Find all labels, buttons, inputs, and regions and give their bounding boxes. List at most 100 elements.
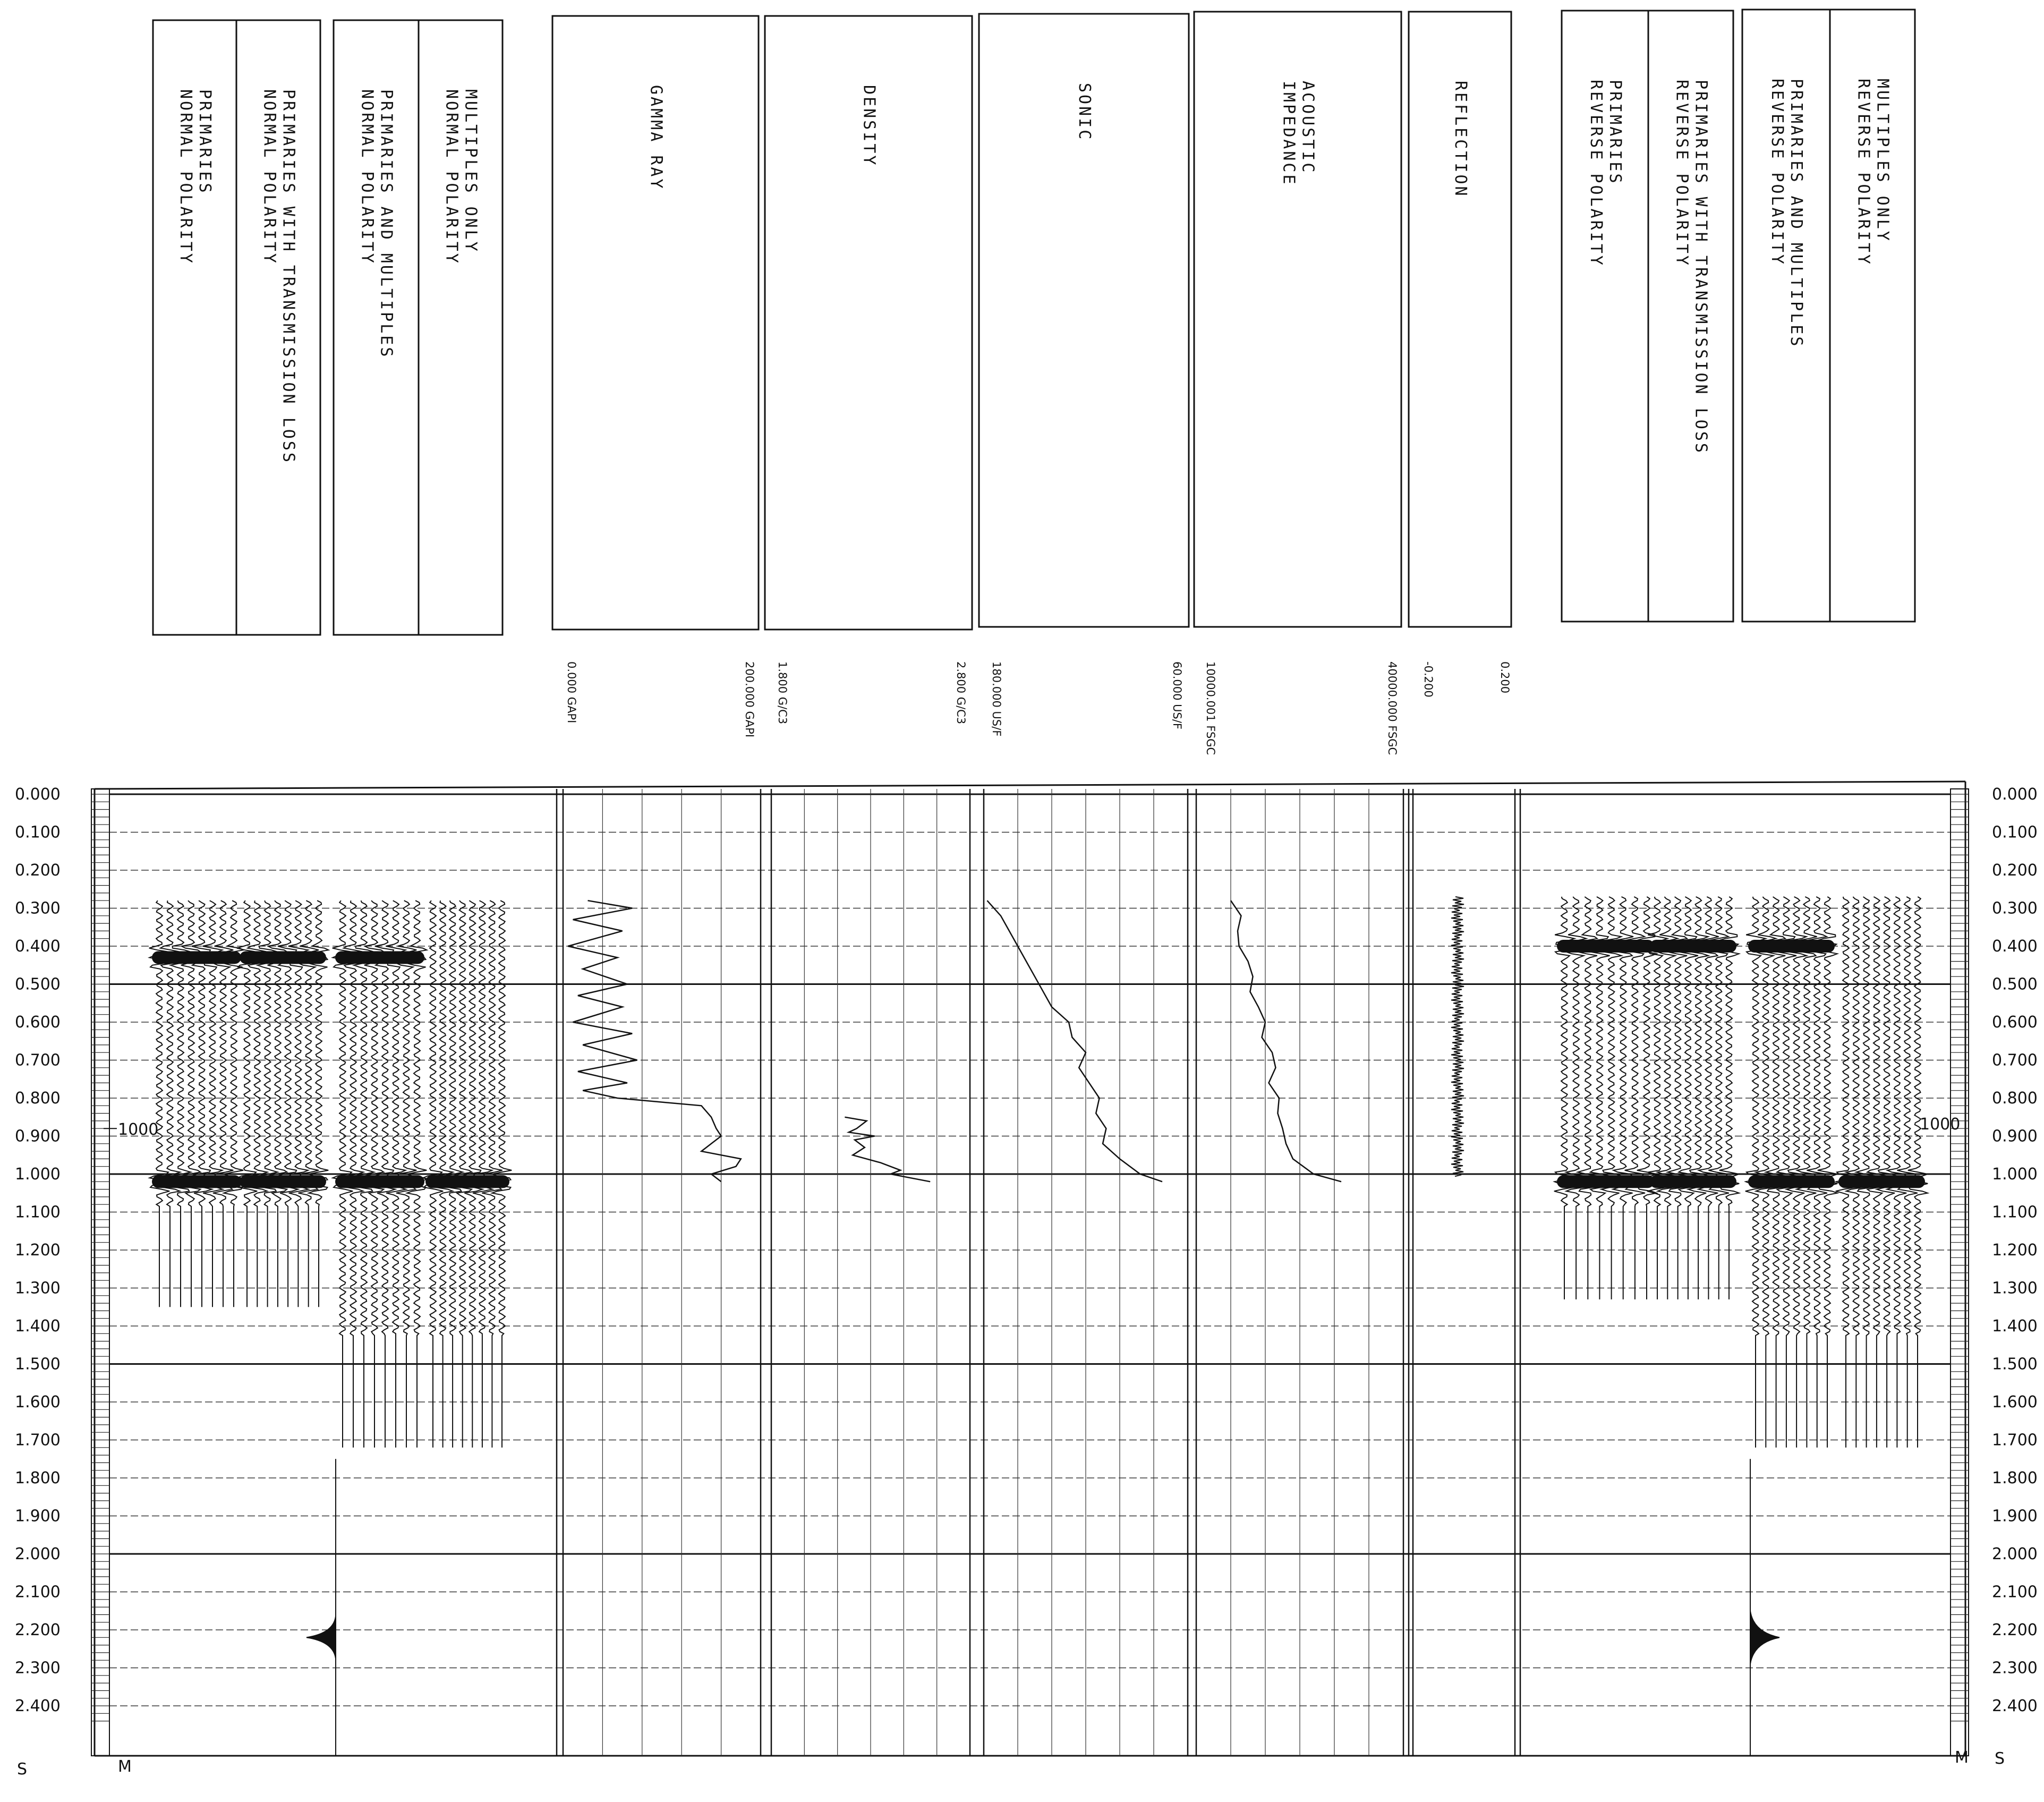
- time-tick-left: 0.800: [15, 1089, 61, 1108]
- plot-grid: [91, 789, 1969, 1756]
- trace-wiggle: [460, 900, 485, 1448]
- trace-strong-event: [425, 1175, 509, 1188]
- time-tick-left: 1.000: [15, 1165, 61, 1184]
- header-box: [1647, 10, 1734, 623]
- trace-strong-event: [335, 1175, 424, 1188]
- scale-gamma_ray-max: 200.000 GAPI: [743, 661, 756, 737]
- trace-panel-8: [1834, 896, 1930, 1448]
- trace-wiggle: [1784, 896, 1809, 1448]
- header-label-line: PRIMARIES WITH TRANSMISSION LOSS: [1692, 80, 1710, 455]
- header-box: [978, 13, 1190, 628]
- trace-wiggle: [235, 900, 259, 1307]
- time-tick-right: 2.200: [1992, 1621, 2038, 1639]
- wavelet-shape: [306, 1616, 336, 1659]
- time-tick-left: 2.400: [15, 1697, 61, 1715]
- time-tick-left: 0.100: [15, 823, 61, 842]
- header-label-line: NORMAL POLARITY: [176, 89, 195, 265]
- log-curve-density: [845, 1116, 931, 1183]
- time-tick-right: 2.100: [1992, 1583, 2038, 1602]
- trace-wiggle: [1686, 896, 1710, 1299]
- header-label-line: PRIMARIES AND MULTIPLES: [377, 89, 396, 359]
- trace-wiggle: [1611, 896, 1635, 1299]
- trace-wiggle: [1854, 896, 1879, 1448]
- time-tick-left: 0.300: [15, 899, 61, 918]
- time-tick-right: 0.100: [1992, 823, 2038, 842]
- trace-wiggle: [1564, 896, 1589, 1299]
- trace-strong-event: [1650, 940, 1736, 953]
- trace-wiggle: [362, 900, 386, 1448]
- header-label-line: SONIC: [1075, 83, 1094, 141]
- time-tick-right: 0.300: [1992, 899, 2038, 918]
- time-tick-left: 1.800: [15, 1469, 61, 1488]
- trace-wiggle: [490, 900, 512, 1448]
- time-axis: 0.000 0.000 0.100 0.100 0.200 0.200 0.300 0.300…: [15, 785, 2038, 1779]
- time-tick-left: 1.100: [15, 1203, 61, 1222]
- trace-wiggle: [1575, 896, 1600, 1299]
- trace-wiggle: [222, 900, 245, 1307]
- header-box: [418, 19, 504, 636]
- trace-wiggle: [1794, 896, 1819, 1448]
- log-scale-labels: 0.000 GAPI 200.000 GAPI 1.800 G/C3 2.800 G/…: [565, 661, 1511, 755]
- time-tick-left: 2.200: [15, 1621, 61, 1639]
- trace-panel-4: [421, 900, 512, 1448]
- trace-wiggle: [276, 900, 300, 1307]
- header-label-line: PRIMARIES: [195, 89, 214, 195]
- time-tick-left: 1.900: [15, 1507, 61, 1526]
- wavelet-shape: [1750, 1611, 1780, 1664]
- trace-wiggle: [148, 900, 171, 1307]
- time-tick-right: 0.600: [1992, 1013, 2038, 1032]
- time-tick-left: 0.900: [15, 1127, 61, 1146]
- header-label-line: ACOUSTIC: [1299, 81, 1317, 175]
- trace-wiggle: [168, 900, 193, 1307]
- header-label-line: MULTIPLES ONLY: [462, 89, 480, 253]
- time-tick-left: 0.600: [15, 1013, 61, 1032]
- trace-wiggle: [331, 900, 354, 1448]
- scale-sonic-min: 180.000 US/F: [990, 661, 1003, 736]
- time-tick-left: 0.400: [15, 937, 61, 956]
- trace-wiggle: [1885, 896, 1907, 1448]
- trace-strong-event: [1650, 1175, 1736, 1188]
- trace-wiggle: [1844, 896, 1867, 1448]
- trace-panel-7: [1744, 896, 1839, 1448]
- header-panel-primaries-transmission-reverse: PRIMARIES WITH TRANSMISSION LOSSREVERSE …: [1647, 10, 1734, 623]
- header-box: [551, 15, 760, 631]
- trace-wiggle: [1587, 896, 1612, 1299]
- trace-wiggle: [421, 900, 445, 1448]
- trace-wiggle: [1764, 896, 1788, 1448]
- trace-wiggle: [1599, 896, 1624, 1299]
- trace-wiggle: [288, 900, 311, 1307]
- time-tick-right: 0.200: [1992, 861, 2038, 880]
- trace-strong-event: [335, 951, 424, 964]
- trace-wiggle: [211, 900, 235, 1307]
- time-tick-left: 1.500: [15, 1355, 61, 1374]
- log-curve-reflection: [1451, 896, 1464, 1177]
- header-box: [1829, 8, 1916, 623]
- trace-wiggle: [1623, 896, 1647, 1299]
- time-tick-left: 1.200: [15, 1241, 61, 1260]
- scale-acoustic_impedance-min: 10000.001 FSGC: [1204, 661, 1217, 755]
- header-label-line: PRIMARIES AND MULTIPLES: [1787, 79, 1805, 348]
- time-tick-left: 1.700: [15, 1431, 61, 1450]
- header-panel-density: DENSITY: [764, 15, 973, 631]
- scale-gamma_ray-min: 0.000 GAPI: [565, 661, 578, 723]
- scale-acoustic_impedance-max: 40000.000 FSGC: [1386, 661, 1399, 755]
- time-tick-right: 1.200: [1992, 1241, 2038, 1260]
- time-tick-right: 1.500: [1992, 1355, 2038, 1374]
- trace-wiggle: [1907, 896, 1930, 1448]
- trace-wiggle: [440, 900, 465, 1448]
- header-label-line: GAMMA RAY: [647, 85, 666, 191]
- trace-wiggle: [1707, 896, 1731, 1299]
- trace-wiggle: [1655, 896, 1680, 1299]
- header-label-line: PRIMARIES: [1606, 80, 1624, 185]
- header-box: [235, 19, 321, 636]
- trace-wiggle: [1553, 896, 1577, 1299]
- time-tick-right: 2.000: [1992, 1545, 2038, 1563]
- trace-wiggle: [1716, 896, 1741, 1299]
- time-tick-left: 0.700: [15, 1051, 61, 1070]
- trace-wiggle: [159, 900, 182, 1307]
- trace-wiggle: [265, 900, 289, 1307]
- misc-markers: 1000 1000 M M: [104, 1115, 1969, 1776]
